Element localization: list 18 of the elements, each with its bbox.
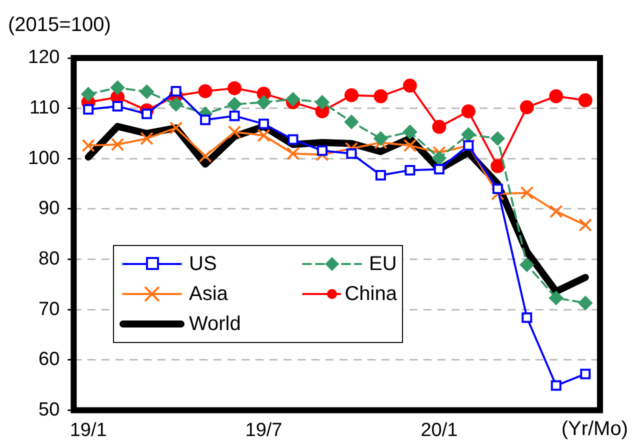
legend-label: China [344, 282, 397, 306]
y-tick-label: 90 [38, 198, 60, 220]
x-tick-label: 19/7 [245, 420, 282, 441]
legend-label: Asia [189, 282, 228, 306]
x-axis-title: (Yr/Mo) [561, 418, 628, 441]
y-tick-label: 60 [38, 349, 60, 370]
x-tick-label: 20/1 [420, 420, 458, 441]
legend-label: EU [369, 252, 397, 276]
y-axis-title: (2015=100) [8, 14, 111, 37]
y-tick-label: 100 [28, 148, 60, 169]
legend-label: World [189, 312, 241, 336]
y-tick-label: 80 [38, 248, 60, 270]
legend-label: US [189, 252, 217, 276]
y-tick-label: 70 [38, 298, 60, 320]
y-tick-label: 120 [28, 47, 60, 68]
y-tick-label: 110 [29, 98, 60, 119]
y-tick-label: 50 [38, 399, 60, 420]
x-tick-label: 19/1 [70, 420, 107, 441]
